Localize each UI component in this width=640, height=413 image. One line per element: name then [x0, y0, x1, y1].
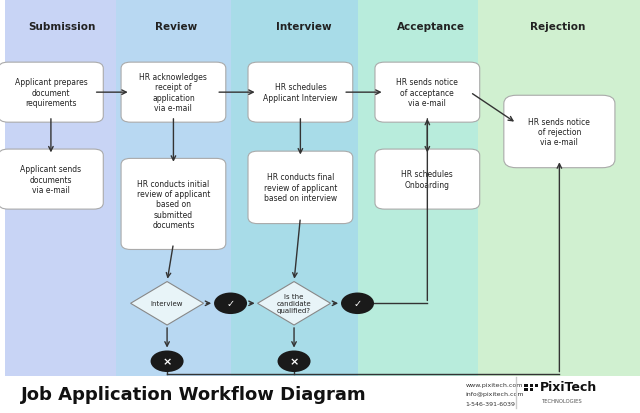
Circle shape [150, 351, 184, 372]
FancyBboxPatch shape [524, 388, 528, 391]
Polygon shape [257, 282, 330, 325]
Polygon shape [131, 282, 204, 325]
Text: HR conducts initial
review of applicant
based on
submitted
documents: HR conducts initial review of applicant … [137, 179, 210, 230]
Text: info@pixitech.com: info@pixitech.com [465, 392, 524, 396]
FancyBboxPatch shape [529, 388, 533, 391]
FancyBboxPatch shape [524, 384, 528, 387]
Text: PixiTech: PixiTech [540, 380, 598, 393]
Text: Is the
candidate
qualified?: Is the candidate qualified? [276, 294, 311, 313]
FancyBboxPatch shape [248, 63, 353, 123]
Text: TECHNOLOGIES: TECHNOLOGIES [541, 398, 582, 403]
FancyBboxPatch shape [358, 0, 478, 376]
FancyBboxPatch shape [248, 152, 353, 224]
Text: HR acknowledges
receipt of
application
via e-mail: HR acknowledges receipt of application v… [140, 73, 207, 113]
Text: ×: × [289, 356, 299, 366]
Text: HR sends notice
of rejection
via e-mail: HR sends notice of rejection via e-mail [529, 117, 590, 147]
Text: Rejection: Rejection [530, 22, 585, 32]
Text: Interview: Interview [276, 22, 332, 32]
FancyBboxPatch shape [5, 376, 640, 413]
FancyBboxPatch shape [0, 150, 103, 210]
FancyBboxPatch shape [375, 63, 480, 123]
FancyBboxPatch shape [529, 384, 533, 387]
Text: Applicant prepares
document
requirements: Applicant prepares document requirements [15, 78, 87, 108]
FancyBboxPatch shape [375, 150, 480, 210]
FancyBboxPatch shape [0, 63, 103, 123]
Text: HR sends notice
of acceptance
via e-mail: HR sends notice of acceptance via e-mail [396, 78, 458, 108]
Text: HR schedules
Onboarding: HR schedules Onboarding [401, 170, 453, 189]
Text: Review: Review [156, 22, 198, 32]
Text: 1-546-391-6039: 1-546-391-6039 [465, 401, 515, 406]
Text: www.pixitech.com: www.pixitech.com [465, 382, 523, 387]
Text: Submission: Submission [29, 22, 96, 32]
Text: ✓: ✓ [353, 299, 362, 309]
FancyBboxPatch shape [121, 159, 226, 250]
FancyBboxPatch shape [5, 0, 116, 376]
FancyBboxPatch shape [116, 0, 230, 376]
Circle shape [214, 293, 247, 314]
Text: Applicant sends
documents
via e-mail: Applicant sends documents via e-mail [20, 165, 81, 195]
Circle shape [278, 351, 310, 372]
Text: HR conducts final
review of applicant
based on interview: HR conducts final review of applicant ba… [264, 173, 337, 203]
FancyBboxPatch shape [121, 63, 226, 123]
Text: ×: × [163, 356, 172, 366]
Text: Job Application Workflow Diagram: Job Application Workflow Diagram [21, 385, 367, 403]
FancyBboxPatch shape [230, 0, 358, 376]
Text: Acceptance: Acceptance [397, 22, 465, 32]
FancyBboxPatch shape [478, 0, 640, 376]
Text: Interview: Interview [151, 301, 183, 306]
Text: ✓: ✓ [227, 299, 235, 309]
Circle shape [341, 293, 374, 314]
FancyBboxPatch shape [534, 384, 538, 387]
Text: HR schedules
Applicant Interview: HR schedules Applicant Interview [263, 83, 338, 102]
FancyBboxPatch shape [504, 96, 615, 169]
